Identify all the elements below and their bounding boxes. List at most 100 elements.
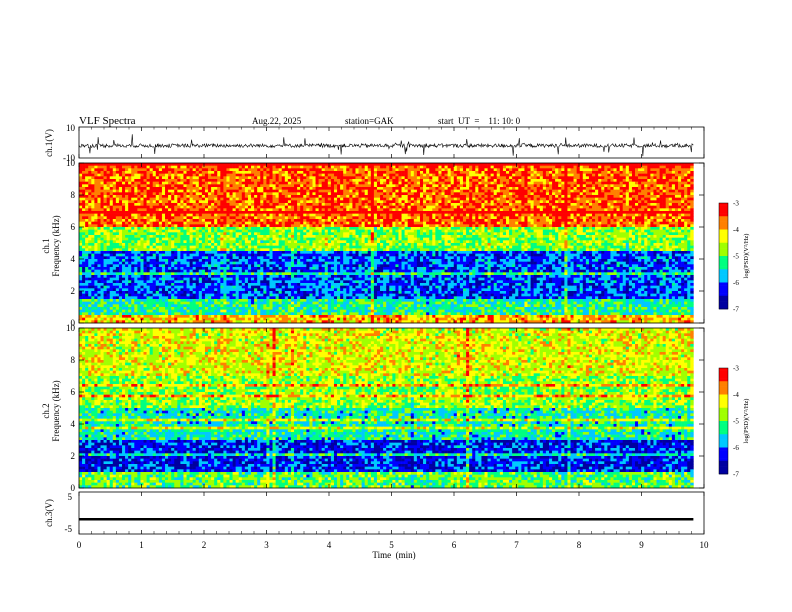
- spectrogram-cell: [478, 216, 482, 220]
- station-label: station=GAK: [345, 116, 394, 126]
- spectrogram-cell: [401, 213, 405, 217]
- spectrogram-cell: [438, 227, 442, 230]
- spectrogram-cell: [628, 168, 633, 172]
- spectrogram-cell: [383, 163, 387, 166]
- spectrogram-cell: [558, 165, 562, 169]
- spectrogram-cell: [346, 168, 350, 172]
- spectrogram-cell: [297, 219, 301, 222]
- spectrogram-cell: [419, 171, 424, 174]
- spectrogram-cell: [684, 216, 688, 220]
- spectrogram-cell: [447, 181, 451, 185]
- spectrogram-cell: [383, 184, 387, 188]
- spectrogram-cell: [229, 192, 233, 196]
- spectrogram-cell: [662, 168, 667, 172]
- spectrogram-cell: [616, 189, 620, 193]
- spectrogram-cell: [125, 211, 129, 214]
- spectrogram-cell: [290, 171, 295, 174]
- spectrogram-cell: [681, 179, 685, 182]
- spectrogram-cell: [373, 219, 378, 222]
- spectrogram-cell: [309, 224, 313, 228]
- spectrogram-cell: [505, 163, 510, 166]
- spectrogram-cell: [275, 219, 279, 222]
- spectrogram-cell: [260, 179, 264, 182]
- spectrogram-cell: [487, 197, 491, 201]
- spectrogram-cell: [610, 197, 614, 201]
- spectrogram-cell: [208, 211, 212, 214]
- spectrogram-cell: [103, 213, 107, 217]
- spectrogram-cell: [168, 173, 172, 177]
- spectrogram-cell: [106, 221, 111, 225]
- spectrogram-cell: [598, 179, 602, 182]
- spectrogram-cell: [552, 184, 556, 188]
- spectrogram-cell: [459, 189, 464, 193]
- spectrogram-cell: [383, 211, 387, 214]
- spectrogram-cell: [300, 195, 304, 198]
- spectrogram-cell: [644, 163, 648, 166]
- spectrogram-cell: [524, 187, 528, 190]
- spectrogram-cell: [324, 205, 329, 209]
- spectrogram-cell: [607, 197, 611, 201]
- spectrogram-cell: [204, 205, 209, 209]
- spectrogram-cell: [278, 173, 283, 177]
- spectrogram-cell: [195, 211, 200, 214]
- spectrogram-cell: [272, 216, 276, 220]
- spectrogram-cell: [244, 181, 249, 185]
- spectrogram-cell: [211, 208, 215, 212]
- spectrogram-cell: [189, 168, 193, 172]
- spectrogram-cell: [217, 192, 221, 196]
- spectrogram-cell: [158, 168, 163, 172]
- spectrogram-cell: [416, 192, 421, 196]
- spectrogram-cell: [398, 176, 402, 180]
- spectrogram-cell: [266, 203, 270, 206]
- spectrogram-cell: [631, 171, 636, 174]
- spectrogram-cell: [290, 165, 295, 169]
- spectrogram-cell: [103, 219, 107, 222]
- spectrogram-cell: [361, 224, 365, 228]
- spectrogram-cell: [662, 221, 667, 225]
- spectrogram-cell: [97, 181, 101, 185]
- spectrogram-cell: [601, 208, 605, 212]
- spectrogram-cell: [524, 197, 528, 201]
- spectrogram-cell: [312, 200, 316, 204]
- spectrogram-cell: [659, 189, 663, 193]
- spectrogram-cell: [118, 216, 123, 220]
- spectrogram-cell: [294, 203, 298, 206]
- spectrogram-cell: [284, 216, 289, 220]
- spectrogram-cell: [269, 197, 273, 201]
- spectrogram-cell: [284, 213, 289, 217]
- spectrogram-cell: [638, 219, 642, 222]
- spectrogram-cell: [281, 163, 286, 166]
- spectrogram-cell: [217, 173, 221, 177]
- spectrogram-cell: [429, 211, 433, 214]
- spectrogram-cell: [481, 211, 485, 214]
- spectrogram-cell: [515, 203, 519, 206]
- spectrogram-cell: [644, 184, 648, 188]
- spectrogram-cell: [226, 171, 230, 174]
- spectrogram-cell: [303, 176, 307, 180]
- spectrogram-cell: [140, 211, 144, 214]
- spectrogram-cell: [432, 163, 436, 166]
- spectrogram-cell: [158, 179, 163, 182]
- spectrogram-cell: [146, 224, 150, 228]
- spectrogram-cell: [383, 200, 387, 204]
- spectrogram-cell: [490, 195, 494, 198]
- spectrogram-cell: [337, 165, 341, 169]
- spectrogram-cell: [395, 211, 399, 214]
- spectrogram-cell: [229, 203, 233, 206]
- spectrogram-cell: [641, 163, 645, 166]
- spectrogram-cell: [499, 205, 504, 209]
- spectrogram-cell: [459, 176, 464, 180]
- spectrogram-cell: [269, 208, 273, 212]
- spectrogram-cell: [595, 173, 599, 177]
- spectrogram-cell: [610, 165, 614, 169]
- spectrogram-cell: [251, 165, 255, 169]
- spectrogram-cell: [192, 192, 197, 196]
- spectrogram-cell: [79, 197, 83, 201]
- spectrogram-cell: [254, 189, 258, 193]
- spectrogram-cell: [306, 184, 310, 188]
- spectrogram-cell: [140, 213, 144, 217]
- spectrogram-cell: [447, 221, 451, 225]
- spectrogram-cell: [383, 189, 387, 193]
- spectrogram-cell: [404, 219, 408, 222]
- spectrogram-cell: [539, 181, 544, 185]
